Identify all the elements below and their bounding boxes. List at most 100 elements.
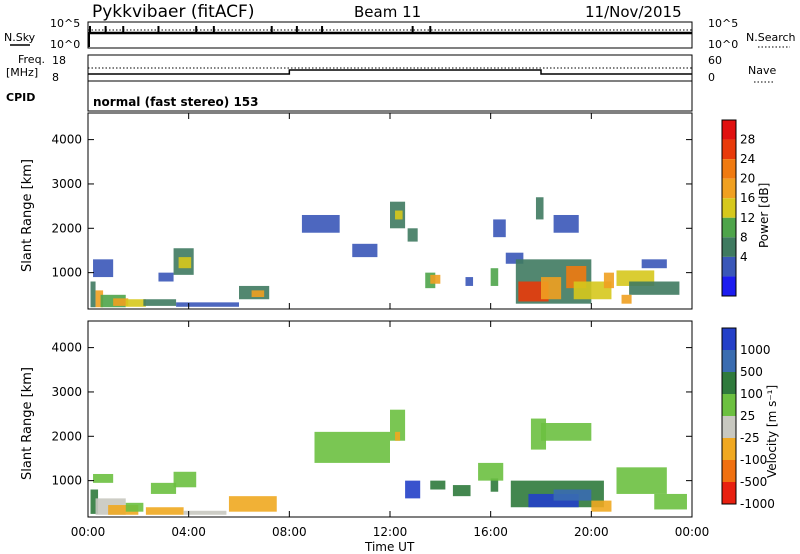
velocity-scale-swatch	[722, 438, 736, 460]
nave-tick-bottom: 0	[708, 71, 715, 84]
power-scale-tick-label: 20	[740, 172, 755, 186]
velocity-scale-tick-label: 25	[740, 409, 755, 423]
power-cell	[95, 290, 104, 308]
power-cell	[93, 259, 114, 278]
velocity-cell	[108, 505, 139, 515]
cpid-frame	[87, 80, 693, 112]
power-cell	[629, 281, 680, 295]
velocity-scale-swatch	[722, 328, 736, 350]
x-tick-labels: 00:00 04:00 08:00 12:00 16:00 20:00 00:00	[71, 525, 710, 539]
power-cell	[352, 243, 378, 258]
power-axes: 1000 2000 3000 4000	[51, 113, 693, 309]
velocity-cell	[183, 510, 227, 515]
velocity-cell	[395, 431, 401, 441]
x-tick-label: 00:00	[71, 525, 106, 539]
power-cell	[113, 298, 129, 306]
power-cell	[143, 299, 177, 306]
power-ytick-label: 1000	[51, 266, 82, 280]
x-tick-label: 08:00	[272, 525, 307, 539]
velocity-scale-tick-label: 100	[740, 387, 763, 401]
date-title: 11/Nov/2015	[585, 3, 682, 21]
velocity-scale-label: Velocity [m s⁻¹]	[765, 385, 779, 478]
cpid-text: normal (fast stereo) 153	[93, 95, 259, 109]
velocity-cell	[541, 422, 592, 441]
power-scale-swatch	[722, 159, 736, 179]
velocity-colorbar: 1000 500 100 25 -25 -100 -500 -1000	[721, 327, 775, 511]
freq-label-line1: Freq.	[18, 53, 45, 66]
power-ylabel: Slant Range [km]	[20, 159, 35, 272]
x-tick-label: 16:00	[473, 525, 508, 539]
velocity-cell	[125, 502, 144, 512]
velocity-heatmap	[90, 409, 687, 515]
power-scale-swatch	[722, 237, 736, 257]
power-scale-tick-label: 4	[740, 250, 748, 264]
power-scale-tick-label: 28	[740, 133, 755, 147]
freq-label-line2: [MHz]	[6, 66, 38, 79]
velocity-scale-swatch	[722, 482, 736, 504]
power-scale-swatch	[722, 276, 736, 296]
noise-right-tick-top: 10^5	[708, 17, 738, 30]
velocity-axes: 1000 2000 3000 4000	[51, 321, 693, 517]
x-axis-label: Time UT	[364, 540, 415, 554]
velocity-scale-swatch	[722, 460, 736, 482]
beam-title: Beam 11	[354, 3, 421, 21]
power-cell	[178, 257, 192, 269]
power-cell	[158, 272, 174, 282]
power-scale-swatch	[722, 217, 736, 238]
power-scale-swatch	[722, 120, 736, 140]
power-scale-swatch	[722, 198, 736, 218]
power-cell	[465, 277, 474, 286]
power-colorbar: 28 24 20 16 12 8 4	[721, 119, 755, 297]
power-ytick-label: 4000	[51, 133, 82, 147]
x-tick-label: 00:00	[675, 525, 710, 539]
power-cell	[430, 274, 441, 284]
velocity-cell	[228, 496, 277, 512]
power-cell	[125, 299, 146, 307]
x-tick-label: 12:00	[373, 525, 408, 539]
velocity-cell	[150, 482, 177, 494]
power-cell	[90, 281, 96, 308]
noise-left-tick-bottom: 10^0	[50, 38, 80, 51]
power-scale-tick-label: 16	[740, 191, 755, 205]
power-cell	[407, 228, 418, 242]
power-scale-swatch	[722, 256, 736, 277]
velocity-cell	[90, 489, 99, 514]
power-cell	[553, 214, 579, 233]
velocity-cell	[452, 485, 471, 497]
velocity-scale-tick-label: -1000	[740, 497, 775, 511]
power-cell	[621, 294, 632, 304]
velocity-cell	[430, 480, 446, 490]
power-cell	[641, 259, 667, 269]
power-scale-swatch	[722, 139, 736, 160]
velocity-scale-tick-label: -100	[740, 453, 767, 467]
velocity-scale-swatch	[722, 350, 736, 372]
power-scale-frame	[721, 119, 737, 297]
power-cell	[176, 302, 239, 307]
velocity-scale-swatch	[722, 372, 736, 394]
noise-left-tick-top: 10^5	[50, 17, 80, 30]
power-cell	[301, 214, 340, 233]
noise-right-tick-bottom: 10^0	[708, 38, 738, 51]
velocity-cell	[654, 493, 687, 510]
noise-left-label: N.Sky	[4, 31, 36, 44]
power-cell	[493, 219, 506, 238]
velocity-cell	[173, 471, 197, 488]
nave-tick-top: 60	[708, 54, 722, 67]
velocity-scale-tick-label: -500	[740, 475, 767, 489]
freq-tick-top: 18	[52, 54, 66, 67]
velocity-cell	[93, 473, 114, 483]
velocity-cell	[490, 478, 499, 492]
velocity-ytick-label: 1000	[51, 474, 82, 488]
power-cell	[490, 268, 499, 286]
velocity-scale-swatch	[722, 394, 736, 416]
power-cell	[251, 290, 265, 298]
velocity-scale-tick-label: 500	[740, 365, 763, 379]
x-tick-label: 04:00	[171, 525, 206, 539]
x-tick-label: 20:00	[574, 525, 609, 539]
velocity-scale-swatch	[722, 416, 736, 438]
power-scale-swatch	[722, 178, 736, 199]
power-ytick-label: 2000	[51, 221, 82, 235]
velocity-cell	[145, 507, 184, 515]
power-scale-tick-label: 24	[740, 152, 755, 166]
velocity-cell	[591, 500, 612, 512]
